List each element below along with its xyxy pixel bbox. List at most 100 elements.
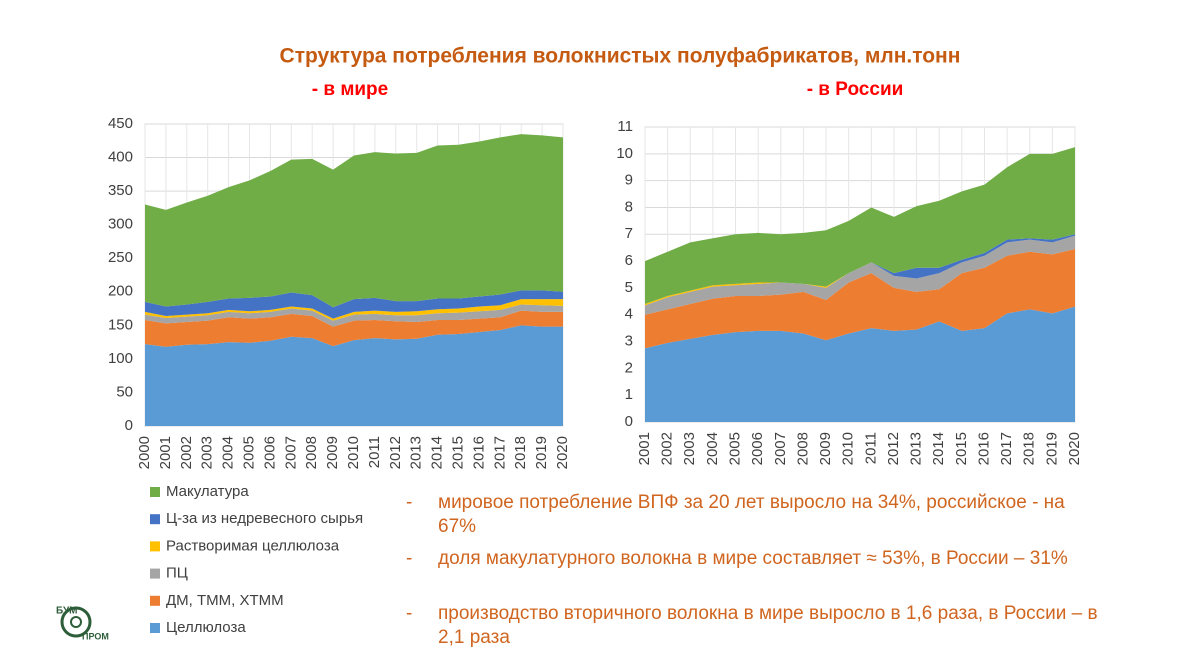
area xyxy=(145,304,563,327)
x-tick-label: 2006 xyxy=(749,432,766,465)
y-tick-label: 8 xyxy=(625,198,633,215)
area xyxy=(145,290,563,319)
y-tick-label: 7 xyxy=(625,225,633,242)
x-tick-label: 2016 xyxy=(470,436,487,469)
x-tick-label: 2010 xyxy=(345,436,362,469)
y-tick-label: 4 xyxy=(625,306,633,323)
y-tick-label: 3 xyxy=(625,333,633,350)
y-tick-label: 0 xyxy=(625,413,633,430)
x-tick-label: 2003 xyxy=(681,432,698,465)
y-tick-label: 2 xyxy=(625,359,633,376)
legend-swatch xyxy=(150,487,160,497)
x-tick-label: 2001 xyxy=(636,432,653,465)
legend-swatch xyxy=(150,595,160,606)
y-tick-label: 9 xyxy=(625,172,633,189)
y-tick-label: 50 xyxy=(116,383,133,400)
area xyxy=(645,147,1075,304)
x-tick-label: 2018 xyxy=(512,436,529,469)
y-tick-label: 11 xyxy=(617,118,633,135)
x-tick-label: 2017 xyxy=(998,432,1015,465)
y-tick-label: 10 xyxy=(616,145,633,162)
x-tick-label: 2007 xyxy=(282,436,299,469)
x-tick-label: 2018 xyxy=(1021,432,1038,465)
x-tick-label: 2000 xyxy=(136,436,153,469)
legend-label: Целлюлоза xyxy=(166,619,246,636)
note: производство вторичного волокна в мире в… xyxy=(438,603,1098,648)
x-tick-label: 2005 xyxy=(726,432,743,465)
x-tick-label: 2015 xyxy=(953,432,970,465)
logo-ring xyxy=(60,606,92,638)
area xyxy=(645,235,1075,315)
x-tick-label: 2009 xyxy=(324,436,341,469)
x-tick-label: 2011 xyxy=(862,432,879,464)
legend-label: ПЦ xyxy=(166,565,188,582)
x-tick-label: 2013 xyxy=(908,432,925,465)
legend-label: Растворимая целлюлоза xyxy=(166,537,340,554)
x-tick-label: 2001 xyxy=(157,436,174,469)
y-tick-label: 5 xyxy=(625,279,633,296)
x-tick-label: 2019 xyxy=(533,436,550,469)
x-tick-label: 2017 xyxy=(491,436,508,469)
x-tick-label: 2020 xyxy=(1066,432,1083,465)
x-tick-label: 2014 xyxy=(930,432,947,465)
x-tick-label: 2015 xyxy=(449,436,466,469)
x-tick-label: 2008 xyxy=(303,436,320,469)
area xyxy=(645,306,1075,422)
logo-text: ПРОМ xyxy=(82,631,109,641)
bullet: - xyxy=(406,603,413,624)
x-tick-label: 2007 xyxy=(772,432,789,465)
logo-text: БУМ xyxy=(56,606,78,617)
legend-swatch xyxy=(150,514,160,525)
x-tick-label: 2016 xyxy=(975,432,992,465)
x-tick-label: 2014 xyxy=(429,436,446,469)
y-tick-label: 150 xyxy=(108,316,133,333)
legend-label: Макулатура xyxy=(166,483,249,500)
x-tick-label: 2003 xyxy=(199,436,216,469)
x-tick-label: 2012 xyxy=(885,432,902,465)
x-tick-label: 2009 xyxy=(817,432,834,465)
legend-swatch xyxy=(150,541,160,552)
x-tick-label: 2020 xyxy=(554,436,571,469)
note: мировое потребление ВПФ за 20 лет выросл… xyxy=(438,492,1065,537)
chart-subtitle: - в России xyxy=(807,79,904,100)
logo: БУМ ПРОМ xyxy=(56,606,109,642)
x-tick-label: 2019 xyxy=(1043,432,1060,465)
y-tick-label: 300 xyxy=(108,216,133,233)
area xyxy=(145,310,563,347)
slide-title: Структура потребления волокнистых полуфа… xyxy=(280,45,961,68)
x-tick-label: 2008 xyxy=(794,432,811,465)
logo-core xyxy=(70,616,82,628)
y-tick-label: 0 xyxy=(125,417,133,434)
x-tick-label: 2005 xyxy=(240,436,257,469)
x-tick-label: 2012 xyxy=(387,436,404,469)
area xyxy=(145,134,563,308)
bullet: - xyxy=(406,548,413,569)
bullet: - xyxy=(406,492,413,513)
x-tick-label: 2004 xyxy=(220,436,237,469)
y-tick-label: 6 xyxy=(625,252,633,269)
x-tick-label: 2010 xyxy=(840,432,857,465)
area xyxy=(645,249,1075,349)
legend-label: ДМ, ТММ, ХТММ xyxy=(166,592,284,609)
x-tick-label: 2013 xyxy=(408,436,425,469)
x-tick-label: 2002 xyxy=(178,436,195,469)
y-tick-label: 1 xyxy=(625,386,633,403)
legend-swatch xyxy=(150,568,160,579)
x-tick-label: 2002 xyxy=(659,432,676,465)
y-tick-label: 200 xyxy=(108,283,133,300)
legend-label: Ц-за из недревесного сырья xyxy=(166,510,363,527)
chart-subtitle: - в мире xyxy=(312,79,388,100)
y-tick-label: 350 xyxy=(108,182,133,199)
y-tick-label: 100 xyxy=(108,350,133,367)
x-tick-label: 2004 xyxy=(704,432,721,465)
x-tick-label: 2006 xyxy=(261,436,278,469)
y-tick-label: 400 xyxy=(108,149,133,166)
y-tick-label: 250 xyxy=(108,249,133,266)
legend-swatch xyxy=(150,623,160,633)
x-tick-label: 2011 xyxy=(366,436,383,468)
note: доля макулатурного волокна в мире состав… xyxy=(438,548,1068,569)
area xyxy=(145,325,563,426)
y-tick-label: 450 xyxy=(108,115,133,132)
